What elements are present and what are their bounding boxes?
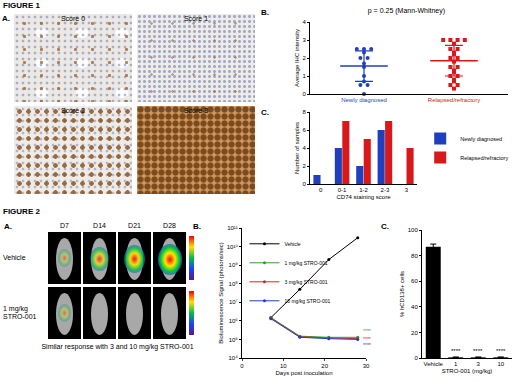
html-text:A.: A.: [2, 14, 10, 23]
html-text:FIGURE 1: FIGURE 1: [3, 1, 40, 10]
html-text:Score 0: Score 0: [60, 15, 86, 22]
svg-text:****: ****: [473, 348, 483, 354]
svg-text:1: 1: [454, 361, 458, 367]
svg-text:20: 20: [411, 330, 418, 336]
svg-text:0: 0: [319, 187, 323, 193]
html-text:1 mg/kg STRO-001: 1 mg/kg STRO-001: [3, 305, 37, 320]
svg-text:2: 2: [302, 163, 306, 169]
svg-text:Average IHC intensity: Average IHC intensity: [294, 29, 300, 87]
html-text:D21: D21: [128, 222, 141, 229]
svg-text:****: ****: [363, 328, 371, 334]
svg-text:10: 10: [280, 363, 287, 369]
html-text:B.: B.: [193, 222, 201, 231]
svg-text:0: 0: [302, 181, 306, 187]
svg-text:8: 8: [302, 109, 306, 115]
svg-text:Relapsed/refractory: Relapsed/refractory: [460, 155, 508, 161]
svg-text:40: 40: [411, 304, 418, 310]
html-text:B.: B.: [261, 8, 269, 17]
svg-text:10⁵: 10⁵: [229, 337, 239, 343]
svg-text:Relapsed/refractory: Relapsed/refractory: [428, 97, 480, 103]
svg-text:10⁹: 10⁹: [229, 262, 239, 268]
svg-text:****: ****: [451, 348, 461, 354]
svg-text:20: 20: [321, 363, 328, 369]
svg-text:****: ****: [363, 336, 371, 342]
svg-text:2: 2: [302, 55, 306, 61]
html-text:Score 2: Score 2: [60, 107, 86, 114]
html-text:A.: A.: [4, 222, 12, 231]
svg-text:****: ****: [363, 342, 371, 348]
svg-text:100: 100: [408, 227, 419, 233]
svg-text:1-2: 1-2: [359, 187, 368, 193]
html-text:D28: D28: [163, 222, 176, 229]
svg-text:0: 0: [240, 363, 244, 369]
svg-text:Vehicle: Vehicle: [424, 361, 444, 367]
svg-text:2-3: 2-3: [381, 187, 390, 193]
html-text:Score 1: Score 1: [183, 15, 209, 22]
svg-text:Number of samples: Number of samples: [294, 122, 300, 174]
svg-text:0: 0: [414, 355, 418, 361]
html-text:Score 3: Score 3: [183, 107, 209, 114]
html-text:C.: C.: [261, 108, 269, 117]
svg-text:3 mg/kg STRO-001: 3 mg/kg STRO-001: [284, 279, 327, 285]
svg-text:1: 1: [302, 73, 306, 79]
svg-text:60: 60: [411, 278, 418, 284]
html-text:Similar response with 3 and 10: Similar response with 3 and 10 mg/kg STR…: [41, 343, 194, 350]
svg-text:STRO-001 (mg/kg): STRO-001 (mg/kg): [442, 368, 493, 374]
svg-text:3: 3: [405, 187, 409, 193]
html-text:Vehicle: Vehicle: [3, 254, 26, 261]
html-text:C.: C.: [381, 222, 389, 231]
svg-text:0-1: 0-1: [338, 187, 347, 193]
svg-text:10¹¹: 10¹¹: [227, 225, 238, 231]
svg-text:6: 6: [302, 127, 306, 133]
svg-text:p = 0.25 (Mann-Whitney): p = 0.25 (Mann-Whitney): [368, 8, 445, 15]
svg-text:4: 4: [302, 19, 306, 25]
svg-text:% hCD138+ cells: % hCD138+ cells: [399, 271, 405, 317]
svg-text:10⁶: 10⁶: [229, 318, 239, 324]
svg-text:Vehicle: Vehicle: [284, 241, 300, 247]
svg-text:10⁸: 10⁸: [229, 281, 239, 287]
svg-text:CD74 staining score: CD74 staining score: [336, 194, 391, 200]
svg-text:3: 3: [477, 361, 481, 367]
svg-text:80: 80: [411, 253, 418, 259]
svg-text:1 mg/kg STRO-001: 1 mg/kg STRO-001: [284, 260, 327, 266]
svg-text:Days post inoculation: Days post inoculation: [275, 370, 332, 376]
svg-text:10⁷: 10⁷: [229, 299, 238, 305]
svg-text:Newly diagnosed: Newly diagnosed: [460, 136, 502, 142]
svg-text:Newly diagnosed: Newly diagnosed: [341, 97, 387, 103]
svg-text:10⁴: 10⁴: [229, 355, 239, 361]
html-text:D7: D7: [60, 222, 69, 229]
html-text:FIGURE 2: FIGURE 2: [3, 207, 40, 216]
svg-text:4: 4: [302, 145, 306, 151]
svg-text:10: 10: [497, 361, 504, 367]
svg-text:Bioluminescence Signal (photon: Bioluminescence Signal (photons/sec): [218, 242, 224, 344]
svg-text:****: ****: [496, 348, 506, 354]
svg-text:0: 0: [302, 91, 306, 97]
svg-text:30: 30: [363, 363, 370, 369]
svg-text:10 mg/kg STRO-001: 10 mg/kg STRO-001: [284, 298, 330, 304]
svg-text:3: 3: [302, 37, 306, 43]
html-text:D14: D14: [93, 222, 106, 229]
svg-text:10¹⁰: 10¹⁰: [227, 244, 239, 250]
